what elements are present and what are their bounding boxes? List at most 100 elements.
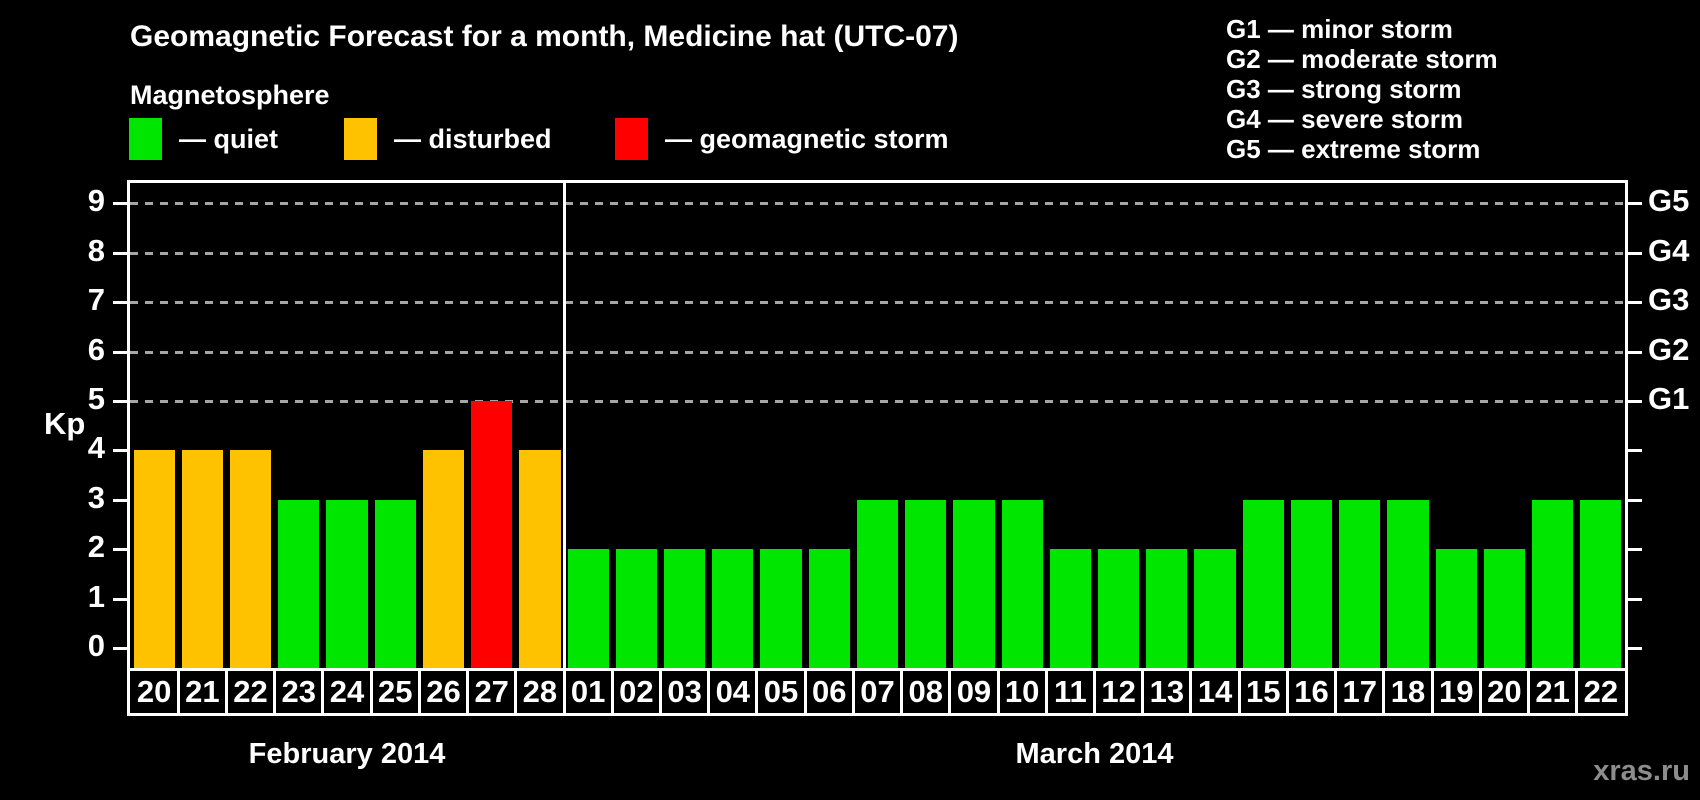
- y-axis-tick: [113, 400, 127, 403]
- day-row-divider: [321, 671, 325, 713]
- bar-day-20: [133, 450, 175, 668]
- y-tick-label: 9: [87, 183, 105, 219]
- bar-day-17: [1339, 499, 1381, 668]
- day-row-divider: [1189, 671, 1193, 713]
- bar-day-07: [856, 499, 899, 668]
- bar-day-23: [278, 499, 320, 668]
- bar-day-24: [326, 499, 368, 668]
- bar-day-11: [1049, 549, 1091, 668]
- y-tick-label: 1: [87, 578, 105, 614]
- magnetosphere-label: Magnetosphere: [130, 80, 330, 110]
- g-axis-label: G4: [1648, 232, 1690, 268]
- right-axis-tick: [1628, 400, 1642, 403]
- bar-day-15: [1242, 499, 1284, 668]
- day-label-22: 22: [233, 674, 268, 709]
- kp-axis-label: Kp: [44, 405, 86, 441]
- day-label-15: 15: [1246, 674, 1281, 709]
- day-row-divider: [1141, 671, 1145, 713]
- legend-label: — geomagnetic storm: [665, 123, 949, 154]
- day-label-28: 28: [522, 674, 558, 709]
- legend-label: — disturbed: [394, 123, 552, 154]
- watermark: xras.ru: [1593, 755, 1690, 787]
- day-label-20: 20: [136, 674, 172, 709]
- day-row-divider: [610, 671, 614, 713]
- right-axis-tick: [1628, 548, 1642, 552]
- day-row-divider: [1575, 671, 1579, 713]
- bar-day-13: [1146, 549, 1188, 668]
- g-axis-label: G2: [1648, 331, 1690, 367]
- g-axis-label: G1: [1648, 381, 1690, 416]
- bar-day-10: [1001, 499, 1043, 668]
- y-axis-tick: [113, 301, 127, 305]
- day-row-divider: [755, 671, 759, 713]
- day-row-divider: [466, 671, 470, 713]
- month-label: March 2014: [1015, 738, 1174, 770]
- bar-day-05: [760, 549, 802, 668]
- y-axis-tick: [113, 548, 127, 552]
- right-axis-tick: [1628, 202, 1642, 206]
- day-row-divider: [1237, 671, 1241, 713]
- day-label-21: 21: [185, 674, 220, 709]
- month-separator: [562, 183, 566, 668]
- bar-day-26: [422, 450, 465, 668]
- day-row-divider: [1044, 671, 1048, 713]
- day-row-divider: [1285, 671, 1289, 713]
- day-row-divider: [851, 671, 855, 713]
- day-label-05: 05: [763, 674, 799, 709]
- day-label-22: 22: [1583, 674, 1619, 709]
- g-axis-label: G3: [1648, 282, 1690, 318]
- day-row-divider: [707, 671, 711, 713]
- legend-swatch-quiet: [129, 118, 162, 160]
- day-label-04: 04: [715, 674, 751, 709]
- bar-day-02: [615, 549, 657, 668]
- day-row-divider: [1527, 671, 1531, 713]
- g-axis-label: G5: [1648, 183, 1690, 219]
- day-label-03: 03: [667, 674, 702, 709]
- g-legend-item: G2 — moderate storm: [1226, 44, 1498, 74]
- legend-item-quiet: — quiet: [129, 118, 278, 160]
- bar-day-14: [1194, 549, 1236, 668]
- day-row-divider: [224, 671, 228, 713]
- bar-day-06: [808, 549, 850, 668]
- y-axis-tick: [113, 251, 127, 255]
- day-label-17: 17: [1342, 674, 1377, 709]
- y-tick-label: 3: [87, 479, 105, 515]
- y-tick-label: 4: [87, 430, 105, 466]
- right-axis-tick: [1628, 449, 1642, 453]
- day-row-divider: [1478, 671, 1482, 713]
- gridline: [130, 301, 1625, 305]
- y-tick-label: 5: [87, 381, 105, 416]
- y-tick-label: 7: [87, 282, 105, 318]
- day-label-20: 20: [1487, 674, 1522, 709]
- right-axis-tick: [1628, 647, 1642, 650]
- g-legend-item: G4 — severe storm: [1226, 104, 1464, 134]
- bar-day-27: [471, 401, 513, 668]
- bar-day-03: [663, 549, 706, 668]
- day-row-divider: [369, 671, 373, 713]
- day-row-divider: [1334, 671, 1338, 713]
- day-label-09: 09: [956, 674, 992, 709]
- day-label-row: 20 21 22 23 24 25 26 27 28 01 02 03 04 05 06 07 08 09 10 11…: [127, 668, 1628, 716]
- day-label-23: 23: [281, 674, 317, 709]
- bar-day-09: [953, 499, 995, 668]
- y-axis-tick: [113, 202, 127, 206]
- day-label-07: 07: [860, 674, 895, 709]
- day-label-02: 02: [619, 674, 654, 709]
- month-label: February 2014: [248, 738, 446, 770]
- bar-day-12: [1098, 549, 1140, 668]
- bar-day-16: [1290, 499, 1333, 668]
- bar-day-21: [1532, 499, 1574, 668]
- day-row-divider: [900, 671, 904, 713]
- day-label-12: 12: [1101, 674, 1136, 709]
- y-axis-tick: [113, 647, 127, 650]
- bar-day-20: [1483, 549, 1526, 668]
- day-label-06: 06: [812, 674, 847, 709]
- day-row-divider: [996, 671, 1000, 713]
- day-row-divider: [948, 671, 952, 713]
- day-label-26: 26: [426, 674, 461, 709]
- right-axis-tick: [1628, 350, 1642, 354]
- bar-day-18: [1387, 499, 1429, 668]
- y-axis-tick: [113, 597, 127, 601]
- day-label-08: 08: [908, 674, 943, 709]
- bar-day-22: [1580, 499, 1622, 668]
